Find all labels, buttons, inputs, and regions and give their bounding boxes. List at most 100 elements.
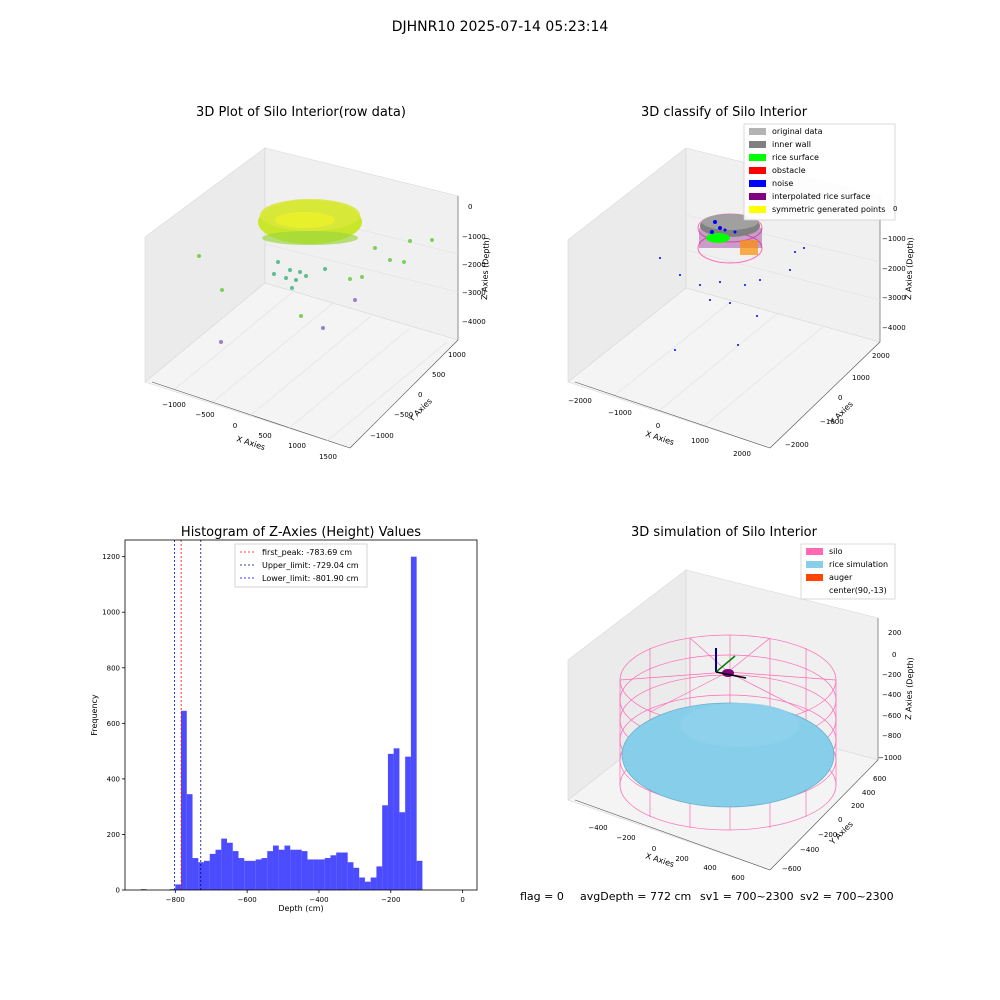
simulation-auger xyxy=(715,648,747,679)
svg-text:Upper_limit: -729.04 cm: Upper_limit: -729.04 cm xyxy=(262,561,359,570)
histogram-y-tick-label: 400 xyxy=(107,775,120,783)
svg-text:first_peak: -783.69 cm: first_peak: -783.69 cm xyxy=(262,548,352,557)
svg-text:−800: −800 xyxy=(882,732,901,740)
svg-text:2000: 2000 xyxy=(872,352,890,360)
histogram-bar xyxy=(227,842,233,890)
svg-text:original data: original data xyxy=(772,127,823,136)
classify-legend-item: interpolated rice surface xyxy=(749,192,870,201)
histogram-legend: first_peak: -783.69 cm Upper_limit: -729… xyxy=(234,543,368,588)
svg-text:−1000: −1000 xyxy=(462,233,486,241)
svg-text:rice simulation: rice simulation xyxy=(829,560,888,569)
histogram-ylabel: Frequency xyxy=(90,694,99,736)
svg-text:−4000: −4000 xyxy=(882,324,906,332)
svg-text:600: 600 xyxy=(873,775,886,783)
simulation-legend-item: silo xyxy=(806,547,843,556)
status-footer: flag = 0 avgDepth = 772 cm sv1 = 700~230… xyxy=(520,890,894,903)
svg-text:−400: −400 xyxy=(882,691,901,699)
svg-text:600: 600 xyxy=(731,874,744,882)
histogram-bar xyxy=(209,853,216,890)
svg-text:200: 200 xyxy=(888,629,901,637)
svg-text:−1000: −1000 xyxy=(882,235,906,243)
histogram-bar xyxy=(295,849,302,890)
svg-text:0: 0 xyxy=(893,205,897,213)
svg-text:−1000: −1000 xyxy=(608,409,632,417)
svg-text:−1000: −1000 xyxy=(370,432,394,440)
classify-legend-item: original data xyxy=(749,127,823,136)
histogram-y-tick-label: 200 xyxy=(107,831,120,839)
histogram-bar xyxy=(181,710,187,890)
raw-z-ticks: 0 −1000 −2000 −3000 −4000 xyxy=(462,203,486,326)
histogram-bar xyxy=(341,852,348,890)
simulation-legend-item: center(90,-13) xyxy=(829,586,887,595)
svg-text:−3000: −3000 xyxy=(882,294,906,302)
histogram-bar xyxy=(267,851,273,890)
histogram-legend-item: Upper_limit: -729.04 cm xyxy=(240,561,359,570)
histogram-bar xyxy=(244,860,250,890)
panel-histogram: Histogram of Z-Axies (Height) Values −80… xyxy=(90,525,478,913)
histogram-bar xyxy=(416,860,423,890)
histogram-x-tick-label: −200 xyxy=(381,896,400,904)
svg-text:−200: −200 xyxy=(616,834,635,842)
svg-text:1000: 1000 xyxy=(852,374,870,382)
svg-text:−2000: −2000 xyxy=(568,397,592,405)
histogram-bar xyxy=(175,884,182,890)
classify-legend-item: obstacle xyxy=(749,166,806,175)
flag-text: flag = 0 xyxy=(520,890,564,903)
raw-title: 3D Plot of Silo Interior(row data) xyxy=(196,105,406,120)
histogram-bar xyxy=(353,867,360,890)
svg-text:0: 0 xyxy=(656,422,660,430)
histogram-bar xyxy=(359,877,365,890)
svg-text:1500: 1500 xyxy=(319,453,337,461)
histogram-bar xyxy=(313,859,319,890)
histogram-legend-item: Lower_limit: -801.90 cm xyxy=(240,574,359,583)
panel-classify: 3D classify of Silo Interior xyxy=(567,105,915,458)
sv1-text: sv1 = 700~2300 xyxy=(700,890,794,903)
histogram-bar xyxy=(238,858,245,890)
svg-text:Lower_limit: -801.90 cm: Lower_limit: -801.90 cm xyxy=(262,574,359,583)
svg-text:−2000: −2000 xyxy=(785,441,809,449)
simulation-rice-surface xyxy=(621,702,835,808)
simulation-legend-item: rice simulation xyxy=(806,560,888,569)
classify-x-ticks: −2000 −1000 0 1000 2000 xyxy=(568,397,751,458)
histogram-bar xyxy=(301,851,308,890)
svg-text:1000: 1000 xyxy=(691,437,709,445)
histogram-y-tick-label: 600 xyxy=(107,720,120,728)
histogram-bar xyxy=(347,862,354,890)
svg-text:0: 0 xyxy=(468,203,472,211)
svg-text:400: 400 xyxy=(862,789,875,797)
histogram-bar xyxy=(232,851,239,890)
svg-text:−600: −600 xyxy=(782,865,801,873)
svg-text:0: 0 xyxy=(233,422,237,430)
svg-text:500: 500 xyxy=(258,432,271,440)
histogram-bar xyxy=(318,859,325,890)
histogram-bar xyxy=(336,852,342,890)
svg-text:obstacle: obstacle xyxy=(772,166,806,175)
histogram-y-ticks: 0 200 400 600 800 1000 1200 xyxy=(102,553,125,895)
histogram-bars xyxy=(140,556,423,890)
raw-axes-box xyxy=(144,147,459,449)
histogram-bar xyxy=(215,849,222,890)
histogram-x-tick-label: 0 xyxy=(460,896,464,904)
histogram-legend-item: first_peak: -783.69 cm xyxy=(240,548,352,557)
svg-text:−200: −200 xyxy=(882,671,901,679)
histogram-y-tick-label: 800 xyxy=(107,664,120,672)
histogram-x-tick-label: −600 xyxy=(238,896,257,904)
classify-legend: original data inner wall rice surface ob… xyxy=(743,123,896,221)
histogram-bar xyxy=(272,845,279,890)
svg-text:200: 200 xyxy=(851,802,864,810)
classify-zlabel: Z Axies (Depth) xyxy=(904,237,915,300)
svg-text:interpolated rice surface: interpolated rice surface xyxy=(772,192,870,201)
simulation-zlabel: Z Axies (Depth) xyxy=(904,657,915,720)
classify-legend-item: symmetric generated points xyxy=(749,205,885,214)
raw-zlabel: Z Axies (Depth) xyxy=(480,237,491,300)
panel-raw-data: 3D Plot of Silo Interior(row data) xyxy=(144,105,491,461)
svg-text:−3000: −3000 xyxy=(462,289,486,297)
histogram-bar xyxy=(221,838,228,890)
simulation-z-ticks: 200 0 −200 −400 −600 −800 −1000 xyxy=(878,629,902,762)
svg-text:2000: 2000 xyxy=(733,450,751,458)
classify-legend-item: noise xyxy=(749,179,793,188)
svg-text:center(90,-13): center(90,-13) xyxy=(829,586,887,595)
histogram-bar xyxy=(399,812,406,890)
simulation-legend-item: auger xyxy=(806,573,853,582)
